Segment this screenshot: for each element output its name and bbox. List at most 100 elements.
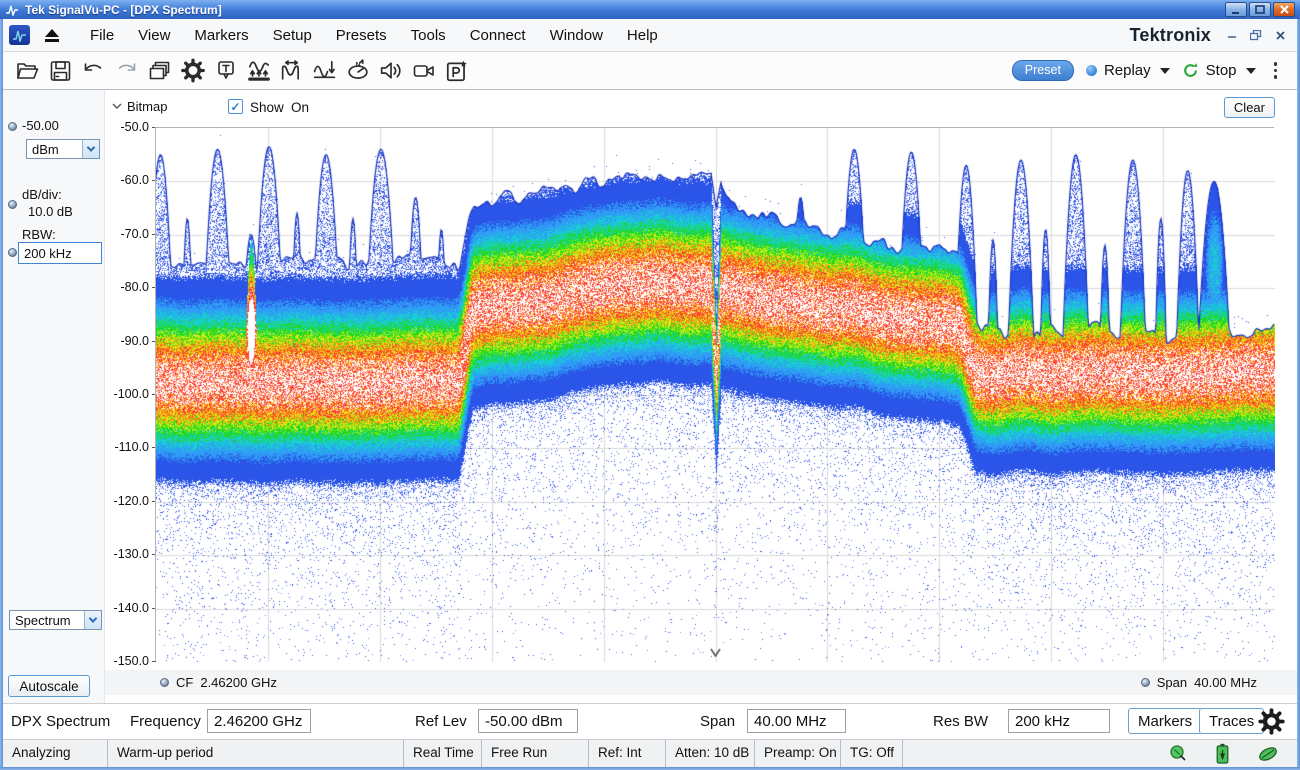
stop-dropdown-caret[interactable] <box>1246 68 1256 74</box>
chevron-down-icon <box>112 103 122 110</box>
amplitude-icon[interactable] <box>275 56 308 86</box>
status-analyzing: Analyzing <box>3 740 108 767</box>
replay-control[interactable]: Replay <box>1086 62 1170 79</box>
window-close-button[interactable] <box>1273 2 1295 17</box>
chart-area: Bitmap ✓ Show On Clear -50.0-60.0-70.0-8… <box>105 90 1297 703</box>
trace-type-dropdown-button[interactable] <box>84 611 101 629</box>
show-state: On <box>291 100 309 115</box>
dpx-spectrum-icon[interactable] <box>242 56 275 86</box>
trigger-icon[interactable] <box>308 56 341 86</box>
y-axis-tick: -150.0 <box>105 654 149 668</box>
bitmap-trace-selector[interactable]: Bitmap <box>112 99 167 114</box>
markers-button[interactable]: Markers <box>1128 708 1202 734</box>
rbw-knob-icon[interactable] <box>8 248 17 257</box>
window-minimize-button[interactable] <box>1225 2 1247 17</box>
mdi-close-button[interactable] <box>1273 28 1287 42</box>
autoscale-button[interactable]: Autoscale <box>8 675 90 697</box>
units-combobox[interactable]: dBm <box>26 139 100 159</box>
y-axis-tick: -80.0 <box>105 280 149 294</box>
arrange-windows-icon[interactable] <box>143 56 176 86</box>
settings-gear-button[interactable] <box>1256 706 1286 736</box>
status-real-time: Real Time <box>404 740 482 767</box>
dpx-bitmap-canvas[interactable] <box>156 128 1275 662</box>
center-frequency-readout[interactable]: CF 2.46200 GHz <box>160 675 277 690</box>
replay-dropdown-caret[interactable] <box>1160 68 1170 74</box>
mdi-restore-button[interactable] <box>1249 28 1263 42</box>
rbw-input[interactable] <box>18 242 102 264</box>
span-field-label: Span <box>700 713 735 730</box>
units-dropdown-button[interactable] <box>82 140 99 158</box>
stop-control[interactable]: Stop <box>1182 62 1256 79</box>
menu-item-markers[interactable]: Markers <box>182 22 260 49</box>
status-free-run: Free Run <box>482 740 589 767</box>
rbw-label: RBW: <box>22 227 56 242</box>
status-atten-10-db: Atten: 10 dB <box>666 740 755 767</box>
span-knob-icon[interactable] <box>1141 678 1150 687</box>
signalvu-window: Tek SignalVu-PC - [DPX Spectrum] FileVie… <box>0 0 1300 770</box>
status-warm-up-period: Warm-up period <box>108 740 404 767</box>
settings-bar: DPX Spectrum Frequency Ref Lev Span Res … <box>3 703 1297 739</box>
ref-level-knob-icon[interactable] <box>8 122 17 131</box>
trace-type-value: Spectrum <box>10 613 84 628</box>
menu-item-presets[interactable]: Presets <box>324 22 399 49</box>
mdi-minimize-button[interactable] <box>1225 28 1239 42</box>
ref-level-value[interactable]: -50.00 <box>22 118 59 133</box>
save-icon[interactable] <box>44 56 77 86</box>
battery-status-icon <box>1216 743 1229 764</box>
y-axis-tick: -140.0 <box>105 601 149 615</box>
undo-icon[interactable] <box>77 56 110 86</box>
menu-item-setup[interactable]: Setup <box>261 22 324 49</box>
app-window-icon <box>5 4 19 16</box>
menu-item-connect[interactable]: Connect <box>458 22 538 49</box>
menu-item-tools[interactable]: Tools <box>399 22 458 49</box>
show-checkbox[interactable]: ✓ <box>228 99 243 114</box>
replay-label: Replay <box>1104 62 1151 79</box>
res-bw-input[interactable] <box>1008 709 1110 733</box>
x-axis-bar: CF 2.46200 GHz Span 40.00 MHz <box>105 670 1297 695</box>
cf-knob-icon[interactable] <box>160 678 169 687</box>
y-axis-tick: -60.0 <box>105 173 149 187</box>
window-maximize-button[interactable] <box>1249 2 1271 17</box>
video-capture-icon[interactable] <box>407 56 440 86</box>
toolbar: N Preset Replay Stop <box>3 52 1297 90</box>
frequency-input[interactable] <box>207 709 311 733</box>
pointing-device-status-icon <box>1257 745 1279 763</box>
y-axis-tick: -70.0 <box>105 227 149 241</box>
analysis-meter-icon[interactable]: N <box>341 56 374 86</box>
preset-p-icon[interactable] <box>440 56 473 86</box>
audio-icon[interactable] <box>374 56 407 86</box>
db-div-knob-icon[interactable] <box>8 200 17 209</box>
status-cells: AnalyzingWarm-up periodReal TimeFree Run… <box>3 740 903 767</box>
spectrum-plot[interactable] <box>155 127 1274 661</box>
menu-item-window[interactable]: Window <box>538 22 615 49</box>
trace-type-combobox[interactable]: Spectrum <box>9 610 102 630</box>
chart-header: Bitmap ✓ Show On Clear <box>105 90 1297 118</box>
ref-lev-input[interactable] <box>478 709 578 733</box>
span-readout[interactable]: Span 40.00 MHz <box>1141 675 1257 690</box>
preset-button[interactable]: Preset <box>1012 60 1074 81</box>
menu-item-view[interactable]: View <box>126 22 182 49</box>
res-bw-label: Res BW <box>933 713 988 730</box>
y-axis-tick: -110.0 <box>105 440 149 454</box>
units-value: dBm <box>27 142 82 157</box>
traces-button[interactable]: Traces <box>1199 708 1264 734</box>
bitmap-label: Bitmap <box>127 99 167 114</box>
settings-gear-icon[interactable] <box>176 56 209 86</box>
title-bar: Tek SignalVu-PC - [DPX Spectrum] <box>0 0 1300 19</box>
more-options-button[interactable] <box>1268 60 1284 81</box>
antenna-status-icon <box>1168 744 1188 764</box>
cf-value: 2.46200 GHz <box>200 675 277 690</box>
status-ref-int: Ref: Int <box>589 740 666 767</box>
eject-icon[interactable] <box>44 29 60 42</box>
clear-button[interactable]: Clear <box>1224 97 1275 118</box>
menu-item-help[interactable]: Help <box>615 22 670 49</box>
db-div-value[interactable]: 10.0 dB <box>28 204 73 219</box>
open-file-icon[interactable] <box>11 56 44 86</box>
menu-item-file[interactable]: File <box>78 22 126 49</box>
span-input[interactable] <box>747 709 846 733</box>
menu-bar: FileViewMarkersSetupPresetsToolsConnectW… <box>3 19 1297 52</box>
redo-icon[interactable] <box>110 56 143 86</box>
text-marker-icon[interactable] <box>209 56 242 86</box>
signalvu-app-icon[interactable] <box>9 25 30 45</box>
span-label: Span <box>1157 675 1187 690</box>
